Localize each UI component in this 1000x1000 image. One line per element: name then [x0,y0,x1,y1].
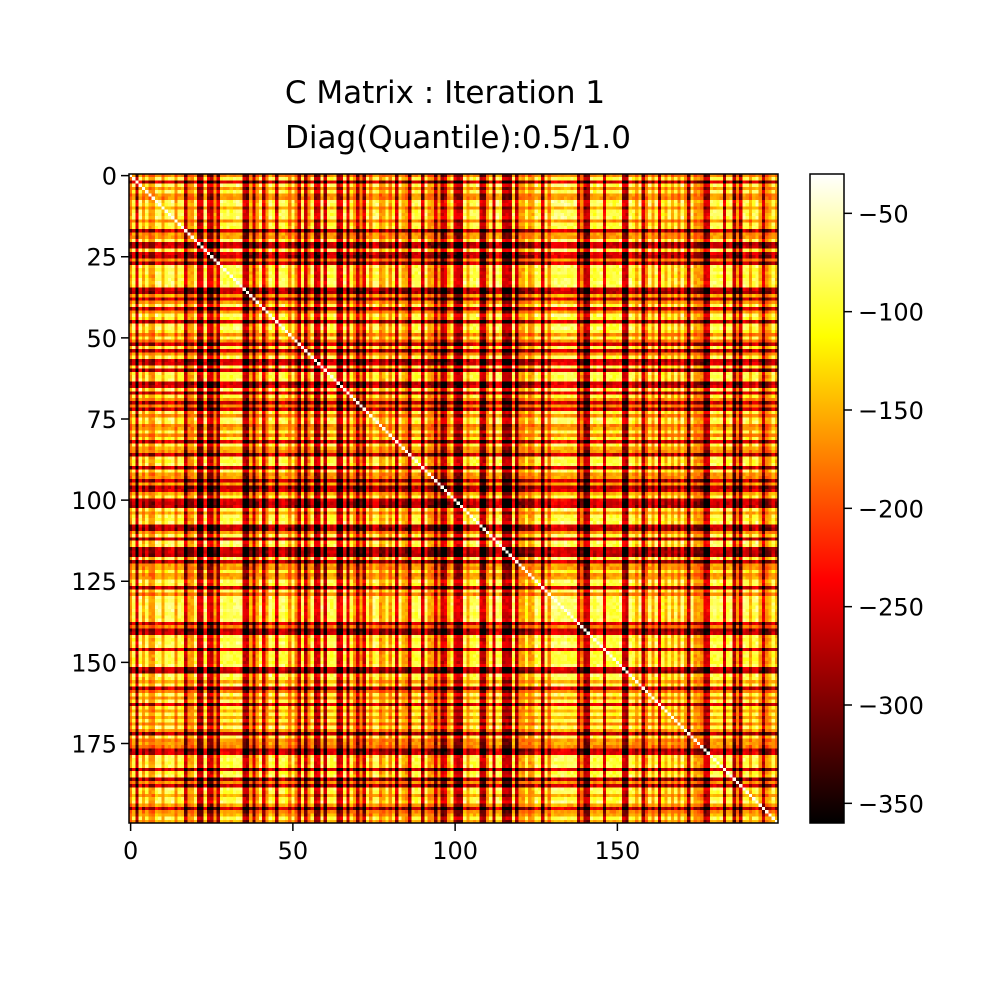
y-tick-label: 25 [86,244,117,272]
x-axis-ticks: 0 50 100 150 [123,823,640,865]
y-tick-label: 50 [86,325,117,353]
colorbar-tick-label: −350 [858,790,924,818]
y-tick-label: 0 [102,163,117,191]
colorbar-tick-label: −200 [858,495,924,523]
chart-title-line-2: Diag(Quantile):0.5/1.0 [285,120,631,156]
x-tick-label: 150 [594,837,640,865]
y-axis-ticks: 0 25 50 75 100 125 150 175 [71,163,129,759]
chart-title-line-1: C Matrix : Iteration 1 [285,75,605,111]
y-tick-label: 100 [71,487,117,515]
colorbar-tick-label: −250 [858,594,924,622]
heatmap-cells [129,174,778,823]
y-tick-label: 175 [71,730,117,758]
y-tick-label: 125 [71,568,117,596]
x-tick-label: 0 [123,837,138,865]
y-tick-label: 75 [86,406,117,434]
colorbar-tick-label: −300 [858,692,924,720]
x-tick-label: 100 [432,837,478,865]
colorbar-gradient [810,174,844,823]
colorbar-tick-label: −50 [858,200,909,228]
colorbar-ticks: −50 −100 −150 −200 −250 −300 −350 [844,200,924,818]
colorbar-tick-label: −100 [858,299,924,327]
heatmap-plot-area: 0 50 100 150 0 25 50 75 100 125 150 175 [71,163,778,865]
x-tick-label: 50 [278,837,309,865]
colorbar-tick-label: −150 [858,397,924,425]
colorbar: −50 −100 −150 −200 −250 −300 −350 [810,174,924,823]
y-tick-label: 150 [71,649,117,677]
